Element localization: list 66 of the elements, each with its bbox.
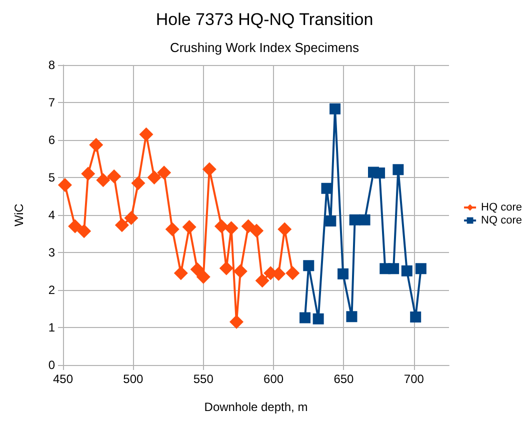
point <box>182 220 196 234</box>
x-axis-title: Downhole depth, m <box>204 400 308 414</box>
point <box>286 266 300 280</box>
point <box>415 263 426 274</box>
point <box>312 313 324 324</box>
x-tick-label: 600 <box>264 372 284 386</box>
point <box>303 260 314 272</box>
point <box>174 266 188 280</box>
point <box>349 214 360 226</box>
y-tick-label: 3 <box>48 246 56 260</box>
point <box>233 264 248 278</box>
x-tick-label: 500 <box>123 372 144 386</box>
x-tick-label: 550 <box>193 372 214 386</box>
x-tick-label: 450 <box>52 372 74 386</box>
point <box>330 103 341 114</box>
point <box>392 164 404 176</box>
point <box>321 182 332 194</box>
point <box>196 270 210 284</box>
point <box>68 219 82 234</box>
point <box>359 214 370 226</box>
point <box>89 138 104 152</box>
point <box>124 211 138 225</box>
point <box>157 166 172 180</box>
point <box>147 170 162 184</box>
point <box>250 224 264 238</box>
point <box>202 162 216 176</box>
point <box>81 166 96 181</box>
chart-subtitle: Crushing Work Index Specimens <box>170 40 360 55</box>
y-axis-title: WiC <box>12 203 26 226</box>
point <box>131 176 146 190</box>
point <box>219 261 234 276</box>
x-tick-label: 650 <box>334 372 354 386</box>
point <box>346 311 358 322</box>
y-tick-label: 1 <box>48 320 56 334</box>
point <box>241 219 256 234</box>
point <box>214 219 228 234</box>
point <box>338 268 349 280</box>
point <box>139 127 154 142</box>
y-tick-label: 6 <box>48 133 56 147</box>
y-tick-label: 5 <box>48 170 56 184</box>
y-tick-label: 7 <box>48 96 56 110</box>
y-tick-label: 2 <box>48 283 56 297</box>
point <box>374 168 386 178</box>
point <box>165 222 180 236</box>
point <box>299 312 310 324</box>
point <box>224 221 238 236</box>
point <box>388 263 400 274</box>
point <box>190 262 204 276</box>
point <box>278 222 292 236</box>
legend-label: NQ core <box>481 214 522 226</box>
chart-title: Hole 7373 HQ-NQ Transition <box>156 10 374 29</box>
point <box>325 216 336 226</box>
point <box>77 224 92 238</box>
y-tick-label: 4 <box>48 208 56 222</box>
point <box>255 274 270 288</box>
point <box>96 173 110 188</box>
point <box>410 312 422 322</box>
x-tick-label: 700 <box>404 372 424 386</box>
point <box>58 178 72 192</box>
legend-label: HQ core <box>481 202 522 214</box>
y-tick-label: 8 <box>48 58 56 72</box>
point <box>401 265 412 276</box>
point <box>114 218 129 232</box>
y-tick-label: 0 <box>48 358 56 372</box>
point <box>107 169 122 184</box>
point <box>229 314 244 329</box>
